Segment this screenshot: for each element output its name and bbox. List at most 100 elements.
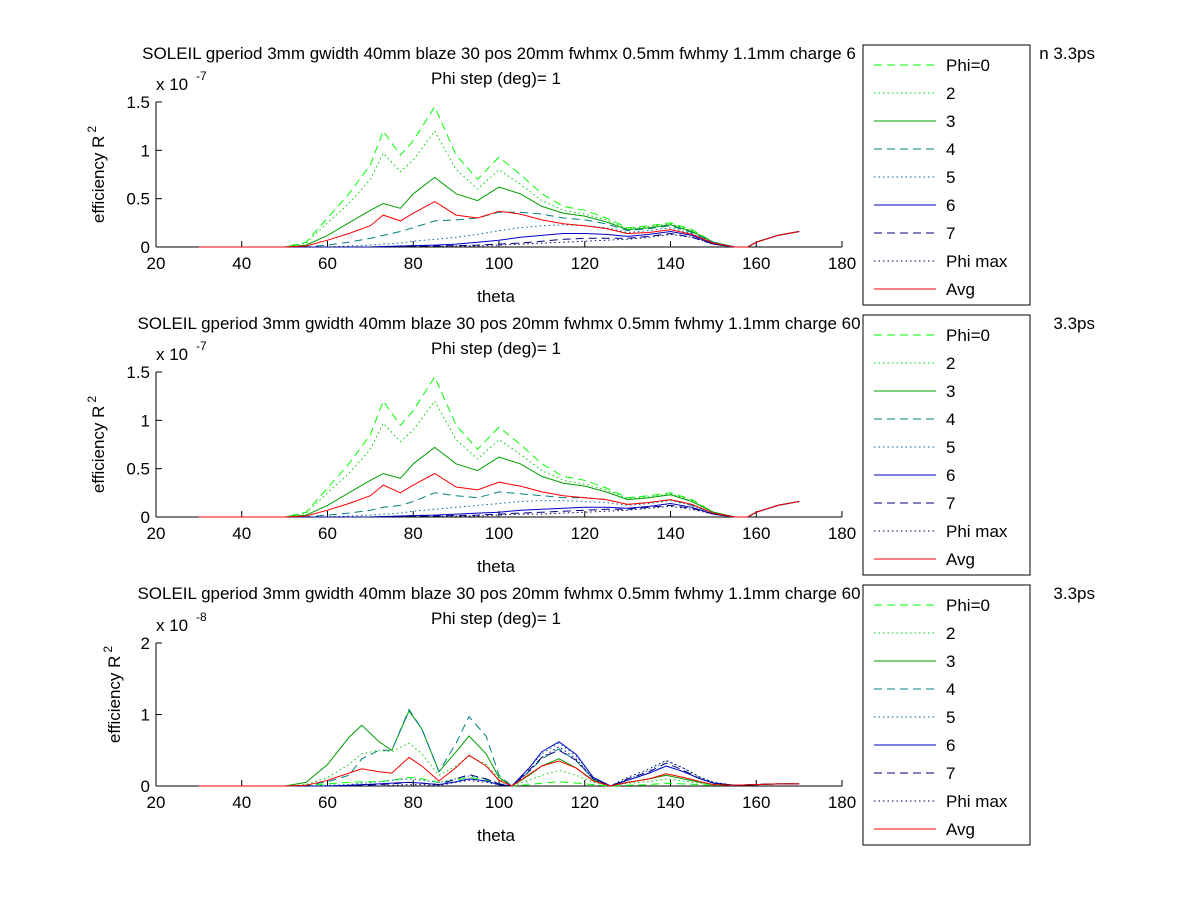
legend-label: Avg <box>946 550 975 569</box>
y-tick-label: 1 <box>141 141 150 160</box>
y-tick-label: 0 <box>141 238 150 257</box>
x-tick-label: 180 <box>828 524 856 543</box>
x-tick-label: 120 <box>571 524 599 543</box>
legend: Phi=0 2 3 4 5 6 7 Phi max Avg <box>862 584 1031 846</box>
x-tick-label: 60 <box>318 793 337 812</box>
x-tick-label: 40 <box>232 254 251 273</box>
y-tick-label: 1.5 <box>126 363 150 382</box>
chart-title: SOLEIL gperiod 3mm gwidth 40mm blaze 30 … <box>137 584 860 603</box>
series-line-9 <box>198 201 800 248</box>
subplot-2: SOLEIL gperiod 3mm gwidth 40mm blaze 30 … <box>85 314 1095 576</box>
x-tick-label: 100 <box>485 524 513 543</box>
legend-label: 4 <box>946 140 955 159</box>
series-line-7 <box>198 749 800 787</box>
legend: Phi=0 2 3 4 5 6 7 Phi max Avg <box>862 314 1031 576</box>
x-tick-label: 140 <box>656 254 684 273</box>
y-tick-label: 0.5 <box>126 190 150 209</box>
x-tick-label: 100 <box>485 254 513 273</box>
subplot-3: SOLEIL gperiod 3mm gwidth 40mm blaze 30 … <box>101 584 1095 846</box>
x-tick-label: 80 <box>404 793 423 812</box>
chart-subtitle: Phi step (deg)= 1 <box>431 339 561 358</box>
series-group <box>198 375 800 518</box>
legend-label: Phi=0 <box>946 56 990 75</box>
x-tick-label: 60 <box>318 524 337 543</box>
y-exponent-label: x 10 <box>156 616 188 635</box>
legend-label: 2 <box>946 354 955 373</box>
legend-label: 7 <box>946 224 955 243</box>
y-axis-label: efficiency R 2 <box>85 396 108 494</box>
x-tick-label: 120 <box>571 793 599 812</box>
series-line-2 <box>198 742 800 787</box>
legend-label: Phi=0 <box>946 326 990 345</box>
legend-label: 7 <box>946 494 955 513</box>
axes: 20 40 60 80 100 120 140 160 180 0 0.5 1 1.5 <box>126 93 856 273</box>
legend-label: Phi=0 <box>946 596 990 615</box>
y-tick-label: 2 <box>141 634 150 653</box>
legend-label: 3 <box>946 112 955 131</box>
legend-label: 6 <box>946 466 955 485</box>
subplot-1: SOLEIL gperiod 3mm gwidth 40mm blaze 30 … <box>85 44 1095 306</box>
chart-title: SOLEIL gperiod 3mm gwidth 40mm blaze 30 … <box>142 44 856 63</box>
series-line-3 <box>198 446 800 518</box>
chart-subtitle: Phi step (deg)= 1 <box>431 69 561 88</box>
y-axis-label-sup: 2 <box>85 126 99 133</box>
legend: Phi=0 2 3 4 5 6 7 Phi max Avg <box>862 44 1031 306</box>
x-tick-label: 20 <box>147 524 166 543</box>
series-line-1 <box>198 105 800 248</box>
y-axis-label-sup: 2 <box>101 646 115 653</box>
x-tick-label: 180 <box>828 254 856 273</box>
y-axis-label: efficiency R 2 <box>101 646 124 744</box>
x-tick-label: 120 <box>571 254 599 273</box>
chart-title-tail: 3.3ps <box>1053 584 1095 603</box>
chart-title: SOLEIL gperiod 3mm gwidth 40mm blaze 30 … <box>137 314 860 333</box>
y-tick-label: 0 <box>141 777 150 796</box>
x-tick-label: 80 <box>404 254 423 273</box>
x-axis-label: theta <box>477 826 515 845</box>
legend-label: 4 <box>946 410 955 429</box>
y-exponent-label: x 10 <box>156 345 188 364</box>
x-axis-label: theta <box>477 287 515 306</box>
series-line-8 <box>198 231 800 248</box>
x-tick-label: 20 <box>147 254 166 273</box>
y-exponent-power: -7 <box>196 339 207 353</box>
y-axis-label-text: efficiency R <box>89 136 108 224</box>
y-axis-label-sup: 2 <box>85 396 99 403</box>
series-line-3 <box>198 176 800 248</box>
y-axis-label: efficiency R 2 <box>85 126 108 224</box>
y-exponent-power: -7 <box>196 69 207 83</box>
y-tick-label: 1.5 <box>126 93 150 112</box>
legend-label: Avg <box>946 280 975 299</box>
x-axis-label: theta <box>477 557 515 576</box>
series-line-9 <box>198 754 800 787</box>
legend-label: 5 <box>946 438 955 457</box>
legend-label: 5 <box>946 708 955 727</box>
x-tick-label: 160 <box>742 254 770 273</box>
y-tick-label: 0 <box>141 508 150 527</box>
legend-label: 6 <box>946 736 955 755</box>
series-group <box>198 708 800 787</box>
y-tick-label: 1 <box>141 706 150 725</box>
legend-label: 7 <box>946 764 955 783</box>
legend-box <box>862 314 1031 576</box>
series-line-4 <box>198 491 800 518</box>
y-exponent-label: x 10 <box>156 75 188 94</box>
x-tick-label: 40 <box>232 524 251 543</box>
legend-label: 6 <box>946 196 955 215</box>
legend-label: 3 <box>946 652 955 671</box>
y-tick-label: 0.5 <box>126 460 150 479</box>
chart-title-tail: 3.3ps <box>1053 314 1095 333</box>
x-tick-label: 160 <box>742 524 770 543</box>
series-line-4 <box>198 211 800 248</box>
legend-label: Phi max <box>946 522 1008 541</box>
x-tick-label: 20 <box>147 793 166 812</box>
x-tick-label: 180 <box>828 793 856 812</box>
x-tick-label: 80 <box>404 524 423 543</box>
legend-label: Phi max <box>946 252 1008 271</box>
series-line-9 <box>198 472 800 518</box>
legend-label: 2 <box>946 84 955 103</box>
y-axis-label-text: efficiency R <box>89 406 108 494</box>
series-line-1 <box>198 776 800 787</box>
x-tick-label: 100 <box>485 793 513 812</box>
legend-label: 3 <box>946 382 955 401</box>
